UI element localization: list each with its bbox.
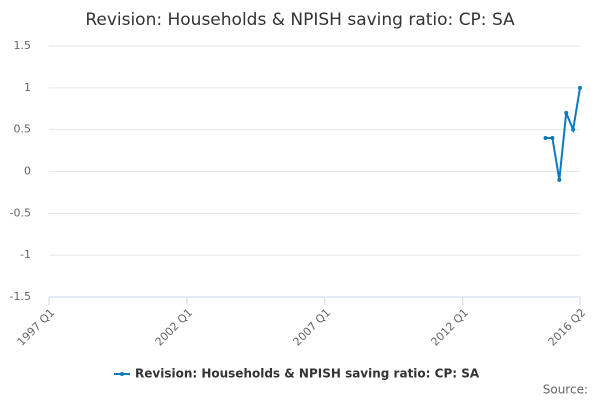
legend-label: Revision: Households & NPISH saving rati… xyxy=(135,367,480,381)
point xyxy=(578,85,582,90)
y-tick-label: -0.5 xyxy=(10,206,31,219)
y-tick-label: -1.5 xyxy=(10,290,31,303)
y-tick-label: 1.5 xyxy=(14,39,32,52)
point xyxy=(543,136,548,141)
x-tick-label: 1997 Q1 xyxy=(15,306,58,349)
x-tick-label: 2002 Q1 xyxy=(153,306,196,349)
point xyxy=(557,177,562,182)
y-tick-label: 1 xyxy=(24,81,31,94)
point xyxy=(571,127,576,132)
series-line xyxy=(545,87,581,181)
y-tick-label: 0.5 xyxy=(14,123,32,136)
y-tick-label: 0 xyxy=(24,165,31,178)
x-tick-label: 2016 Q2 xyxy=(546,306,589,349)
source: Source: xyxy=(543,383,588,397)
x-tick-label: 2012 Q1 xyxy=(428,306,471,349)
point xyxy=(564,110,569,115)
y-tick-label: -1 xyxy=(20,248,31,261)
chart-title: Revision: Households & NPISH saving rati… xyxy=(85,10,515,30)
point xyxy=(550,136,555,141)
legend-marker xyxy=(120,372,124,376)
x-tick-label: 2007 Q1 xyxy=(291,306,334,349)
